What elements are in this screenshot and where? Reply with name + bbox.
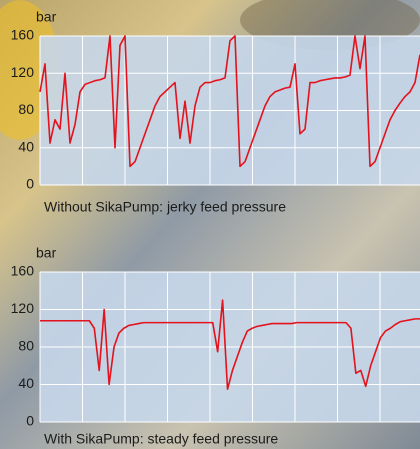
y-tick-label: 0 [26,176,34,192]
y-axis-unit: bar [36,245,57,261]
y-tick-label: 160 [11,263,35,279]
y-tick-label: 120 [11,64,35,80]
screenshot: 04080120160barWithout SikaPump: jerky fe… [0,0,420,449]
chart-caption: With SikaPump: steady feed pressure [44,431,278,447]
y-tick-label: 80 [18,338,34,354]
y-tick-label: 40 [18,138,34,154]
y-tick-label: 0 [26,413,34,429]
y-tick-label: 160 [11,27,35,43]
y-axis-unit: bar [36,9,57,25]
y-tick-label: 80 [18,101,34,117]
y-tick-label: 40 [18,375,34,391]
y-tick-label: 120 [11,300,35,316]
chart-caption: Without SikaPump: jerky feed pressure [44,199,286,215]
